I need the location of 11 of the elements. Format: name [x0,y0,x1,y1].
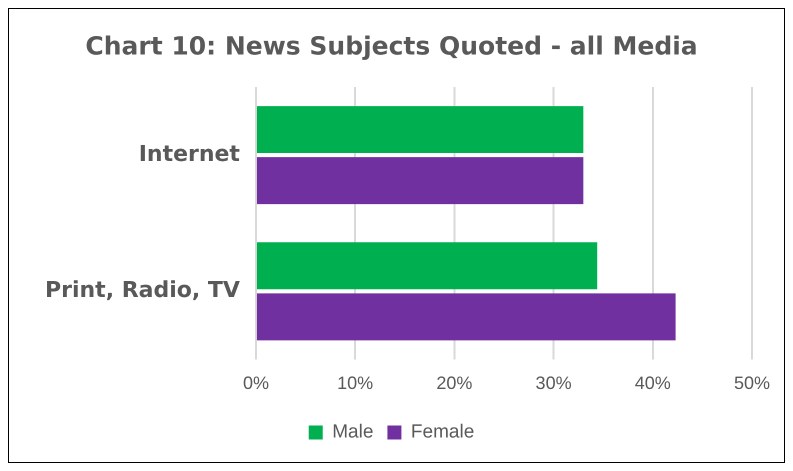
x-tick-label: 30% [536,373,572,394]
chart-title: Chart 10: News Subjects Quoted - all Media [85,32,698,60]
x-tick-label: 20% [436,373,472,394]
legend-label: Female [410,422,474,443]
legend-label: Male [332,422,374,443]
x-tick-label: 10% [337,373,374,394]
y-tick-label: Internet [138,142,240,167]
x-tick-label: 40% [634,373,671,394]
y-tick-label: Print, Radio, TV [44,278,240,304]
x-tick-label: 50% [734,373,770,394]
x-tick-label: 0% [242,373,269,394]
